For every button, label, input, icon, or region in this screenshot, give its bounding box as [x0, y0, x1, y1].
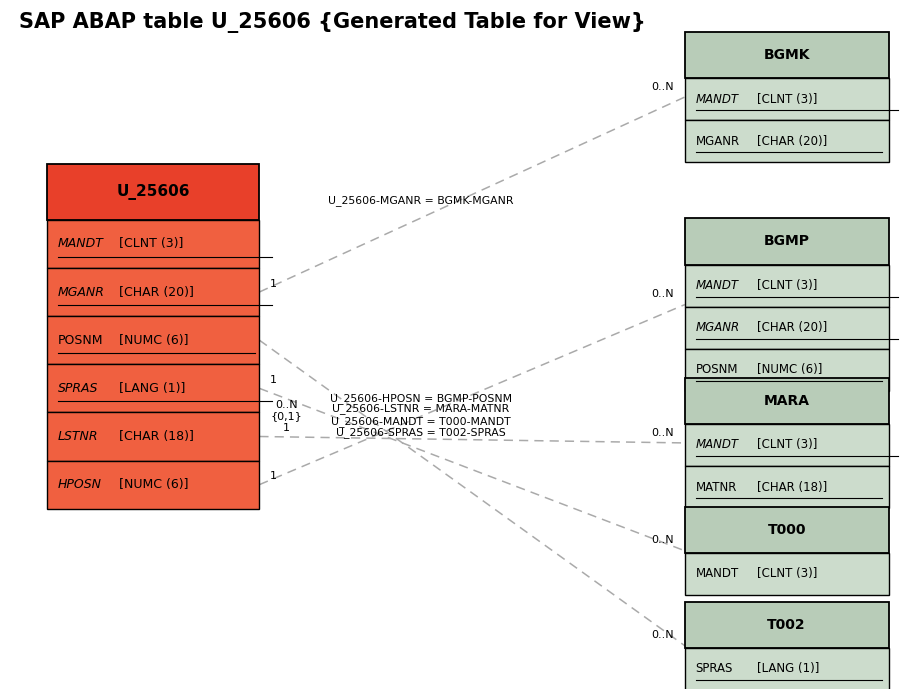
Text: [CHAR (18)]: [CHAR (18)] — [757, 480, 827, 493]
Bar — [685, 32, 889, 78]
Bar — [685, 120, 889, 162]
Bar — [46, 460, 260, 508]
Text: MGANR: MGANR — [696, 321, 740, 334]
Text: MANDT: MANDT — [57, 238, 104, 250]
Bar — [685, 218, 889, 265]
Text: HPOSN: HPOSN — [57, 478, 102, 491]
Bar — [685, 424, 889, 466]
Bar — [685, 349, 889, 391]
Text: SPRAS: SPRAS — [696, 662, 733, 675]
Text: [CHAR (20)]: [CHAR (20)] — [757, 134, 827, 147]
Bar — [685, 78, 889, 120]
Text: T002: T002 — [767, 618, 806, 632]
Bar — [685, 378, 889, 424]
Text: POSNM: POSNM — [57, 333, 103, 347]
Text: U_25606-SPRAS = T002-SPRAS: U_25606-SPRAS = T002-SPRAS — [336, 427, 506, 438]
Text: 0..N
{0,1}
1: 0..N {0,1} 1 — [271, 400, 302, 433]
Text: [CLNT (3)]: [CLNT (3)] — [757, 438, 817, 451]
Text: [LANG (1)]: [LANG (1)] — [119, 382, 185, 395]
Text: MGANR: MGANR — [696, 134, 740, 147]
Text: MANDT: MANDT — [696, 92, 739, 105]
Text: BGMK: BGMK — [764, 48, 810, 62]
Bar — [685, 466, 889, 508]
Text: MATNR: MATNR — [696, 480, 737, 493]
Bar — [685, 307, 889, 349]
Text: [CLNT (3)]: [CLNT (3)] — [757, 92, 817, 105]
Text: U_25606-LSTNR = MARA-MATNR
U_25606-MANDT = T000-MANDT: U_25606-LSTNR = MARA-MATNR U_25606-MANDT… — [331, 403, 511, 426]
Text: T000: T000 — [767, 523, 806, 537]
Text: 0..N: 0..N — [651, 81, 674, 92]
Text: MANDT: MANDT — [696, 438, 739, 451]
Text: U_25606-HPOSN = BGMP-POSNM: U_25606-HPOSN = BGMP-POSNM — [330, 393, 512, 404]
Text: POSNM: POSNM — [696, 363, 738, 376]
Bar — [46, 220, 260, 268]
Bar — [685, 648, 889, 689]
Text: MARA: MARA — [764, 394, 810, 408]
Bar — [46, 268, 260, 316]
Text: [CHAR (20)]: [CHAR (20)] — [119, 285, 194, 298]
Text: MANDT: MANDT — [696, 567, 739, 580]
Text: SAP ABAP table U_25606 {Generated Table for View}: SAP ABAP table U_25606 {Generated Table … — [19, 12, 646, 32]
Text: [CHAR (20)]: [CHAR (20)] — [757, 321, 827, 334]
Bar — [685, 506, 889, 553]
Text: [NUMC (6)]: [NUMC (6)] — [119, 478, 189, 491]
Text: 0..N: 0..N — [651, 427, 674, 438]
Text: [NUMC (6)]: [NUMC (6)] — [119, 333, 189, 347]
Text: [LANG (1)]: [LANG (1)] — [757, 662, 820, 675]
Bar — [685, 265, 889, 307]
Text: [CHAR (18)]: [CHAR (18)] — [119, 430, 194, 443]
Text: 0..N: 0..N — [651, 630, 674, 640]
Text: [NUMC (6)]: [NUMC (6)] — [757, 363, 823, 376]
Text: MANDT: MANDT — [696, 279, 739, 292]
Bar — [685, 601, 889, 648]
Text: 1: 1 — [271, 278, 277, 289]
Text: 0..N: 0..N — [651, 535, 674, 546]
Bar — [46, 164, 260, 220]
Text: SPRAS: SPRAS — [57, 382, 98, 395]
Text: [CLNT (3)]: [CLNT (3)] — [757, 567, 817, 580]
Text: 1: 1 — [271, 471, 277, 481]
Text: [CLNT (3)]: [CLNT (3)] — [757, 279, 817, 292]
Text: LSTNR: LSTNR — [57, 430, 98, 443]
Text: U_25606-MGANR = BGMK-MGANR: U_25606-MGANR = BGMK-MGANR — [329, 195, 514, 206]
Bar — [685, 553, 889, 595]
Text: 0..N: 0..N — [651, 289, 674, 299]
Text: U_25606: U_25606 — [116, 184, 190, 200]
Text: 1: 1 — [271, 375, 277, 385]
Bar — [46, 413, 260, 460]
Text: [CLNT (3)]: [CLNT (3)] — [119, 238, 183, 250]
Bar — [46, 364, 260, 413]
Bar — [46, 316, 260, 364]
Text: BGMP: BGMP — [764, 234, 810, 249]
Text: MGANR: MGANR — [57, 285, 104, 298]
